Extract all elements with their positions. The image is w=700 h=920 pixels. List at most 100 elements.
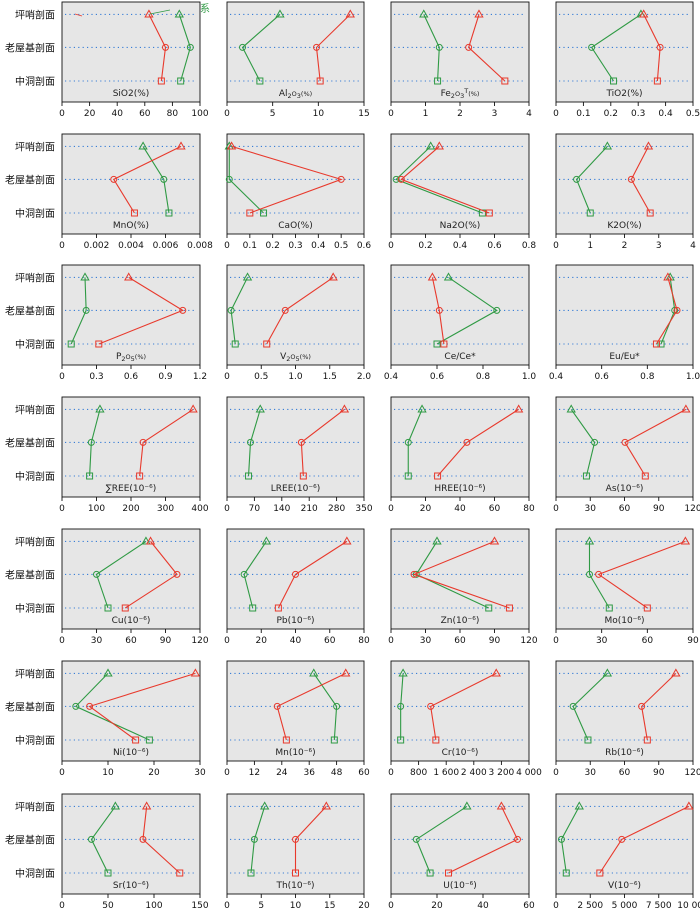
marker-square: [610, 77, 618, 85]
tick-label: 0.4: [453, 241, 468, 251]
marker-square: [404, 472, 412, 480]
marker-square: [316, 77, 324, 85]
marker-triangle: [174, 9, 184, 18]
tick-label: 100: [88, 504, 105, 514]
marker-square: [582, 472, 590, 480]
tick-label: 60: [358, 768, 370, 778]
marker-circle: [139, 835, 147, 843]
tick-label: 3: [656, 241, 662, 251]
series-host: [309, 668, 341, 744]
marker-triangle: [681, 404, 691, 413]
marker-circle: [179, 306, 187, 314]
series-host: [433, 272, 501, 348]
marker-square: [145, 736, 153, 744]
marker-triangle: [328, 272, 338, 281]
marker-triangle: [566, 404, 576, 413]
marker-circle: [585, 570, 593, 578]
tick-label: 800: [410, 768, 427, 778]
marker-triangle: [398, 668, 408, 677]
tick-label: 1: [423, 109, 429, 119]
series-line: [412, 540, 510, 609]
axis-label: Mo(10⁻⁶): [604, 616, 644, 626]
tick-label: 0.6: [124, 372, 139, 382]
panel-background: [61, 660, 201, 762]
marker-circle: [93, 570, 100, 578]
marker-square: [596, 869, 604, 877]
panel-background: [390, 133, 530, 235]
section-label: 坪哨剖面: [15, 8, 55, 21]
series-line: [243, 541, 267, 609]
marker-circle: [397, 702, 405, 710]
tick-label: 10 000: [677, 901, 700, 911]
tick-label: 1.5: [323, 372, 337, 382]
chart-panel-19: 0 30 60 90 120 Zn(10⁻⁶): [388, 528, 538, 646]
axis-label: Th(10⁻⁶): [275, 881, 314, 891]
series-line: [98, 276, 184, 345]
section-label: 中洞剖面: [15, 734, 55, 747]
axis-label: MnO(%): [113, 221, 149, 231]
marker-circle: [186, 43, 194, 51]
marker-triangle: [639, 9, 649, 18]
series-line: [430, 672, 497, 741]
marker-square: [440, 340, 448, 348]
tick-label: 0: [59, 504, 65, 514]
marker-circle: [673, 306, 681, 314]
tick-label: 5 000: [612, 901, 638, 911]
series-ore: [427, 668, 501, 744]
marker-square: [643, 736, 651, 744]
tick-label: 0.1: [576, 109, 590, 119]
series-host: [87, 801, 121, 877]
axis-label: V(10⁻⁶): [608, 881, 641, 891]
marker-square: [282, 736, 290, 744]
marker-square: [445, 869, 452, 877]
marker-square: [104, 604, 112, 612]
tick-label: 90: [653, 504, 665, 514]
series-host: [419, 9, 443, 85]
marker-square: [274, 604, 282, 612]
tick-label: 150: [191, 901, 208, 911]
series-ore: [263, 272, 338, 348]
tick-label: 4: [526, 109, 532, 119]
marker-triangle: [434, 141, 444, 150]
tick-label: 20: [431, 901, 443, 911]
tick-label: 30: [585, 504, 597, 514]
series-line: [599, 805, 690, 874]
chart-panel-26: 0 5 10 15 20 Th(10⁻⁶): [224, 793, 370, 911]
axis-label: SiO2(%): [113, 89, 150, 99]
tick-label: 20: [148, 768, 160, 778]
tick-label: 2.0: [357, 372, 372, 382]
series-host: [245, 404, 265, 480]
panel-background: [555, 396, 694, 498]
chart-panel-20: 0 30 60 90 Mo(10⁻⁶): [553, 528, 699, 646]
marker-circle: [273, 702, 281, 710]
tick-label: 40: [111, 109, 123, 119]
tick-label: 0.4: [384, 372, 399, 382]
marker-circle: [427, 702, 435, 710]
series-ore: [95, 272, 187, 348]
series-ore: [465, 9, 509, 85]
tick-label: 0.8: [476, 372, 491, 382]
panel-background: [61, 396, 201, 498]
marker-triangle: [190, 668, 201, 677]
marker-triangle: [663, 272, 673, 281]
tick-label: 30: [585, 768, 597, 778]
marker-circle: [573, 175, 581, 183]
section-label: 中洞剖面: [15, 602, 55, 615]
tick-label: 120: [520, 636, 537, 646]
marker-square: [432, 736, 440, 744]
marker-square: [104, 869, 112, 877]
series-line: [407, 409, 423, 476]
chart-panel-3: 0 1 2 3 4 Fe2O3T(%): [388, 1, 532, 119]
tick-label: 0.8: [640, 372, 655, 382]
tick-label: 140: [273, 504, 290, 514]
marker-circle: [595, 570, 603, 578]
series-ore: [397, 141, 493, 217]
marker-circle: [397, 175, 405, 183]
chart-panel-15: 0 20 40 60 80 HREE(10⁻⁶): [388, 396, 535, 514]
marker-circle: [86, 702, 94, 710]
axis-label: Ni(10⁻⁶): [113, 748, 149, 758]
axis-label: Cr(10⁻⁶): [442, 748, 479, 758]
series-host: [557, 801, 584, 877]
series-host: [86, 404, 105, 480]
